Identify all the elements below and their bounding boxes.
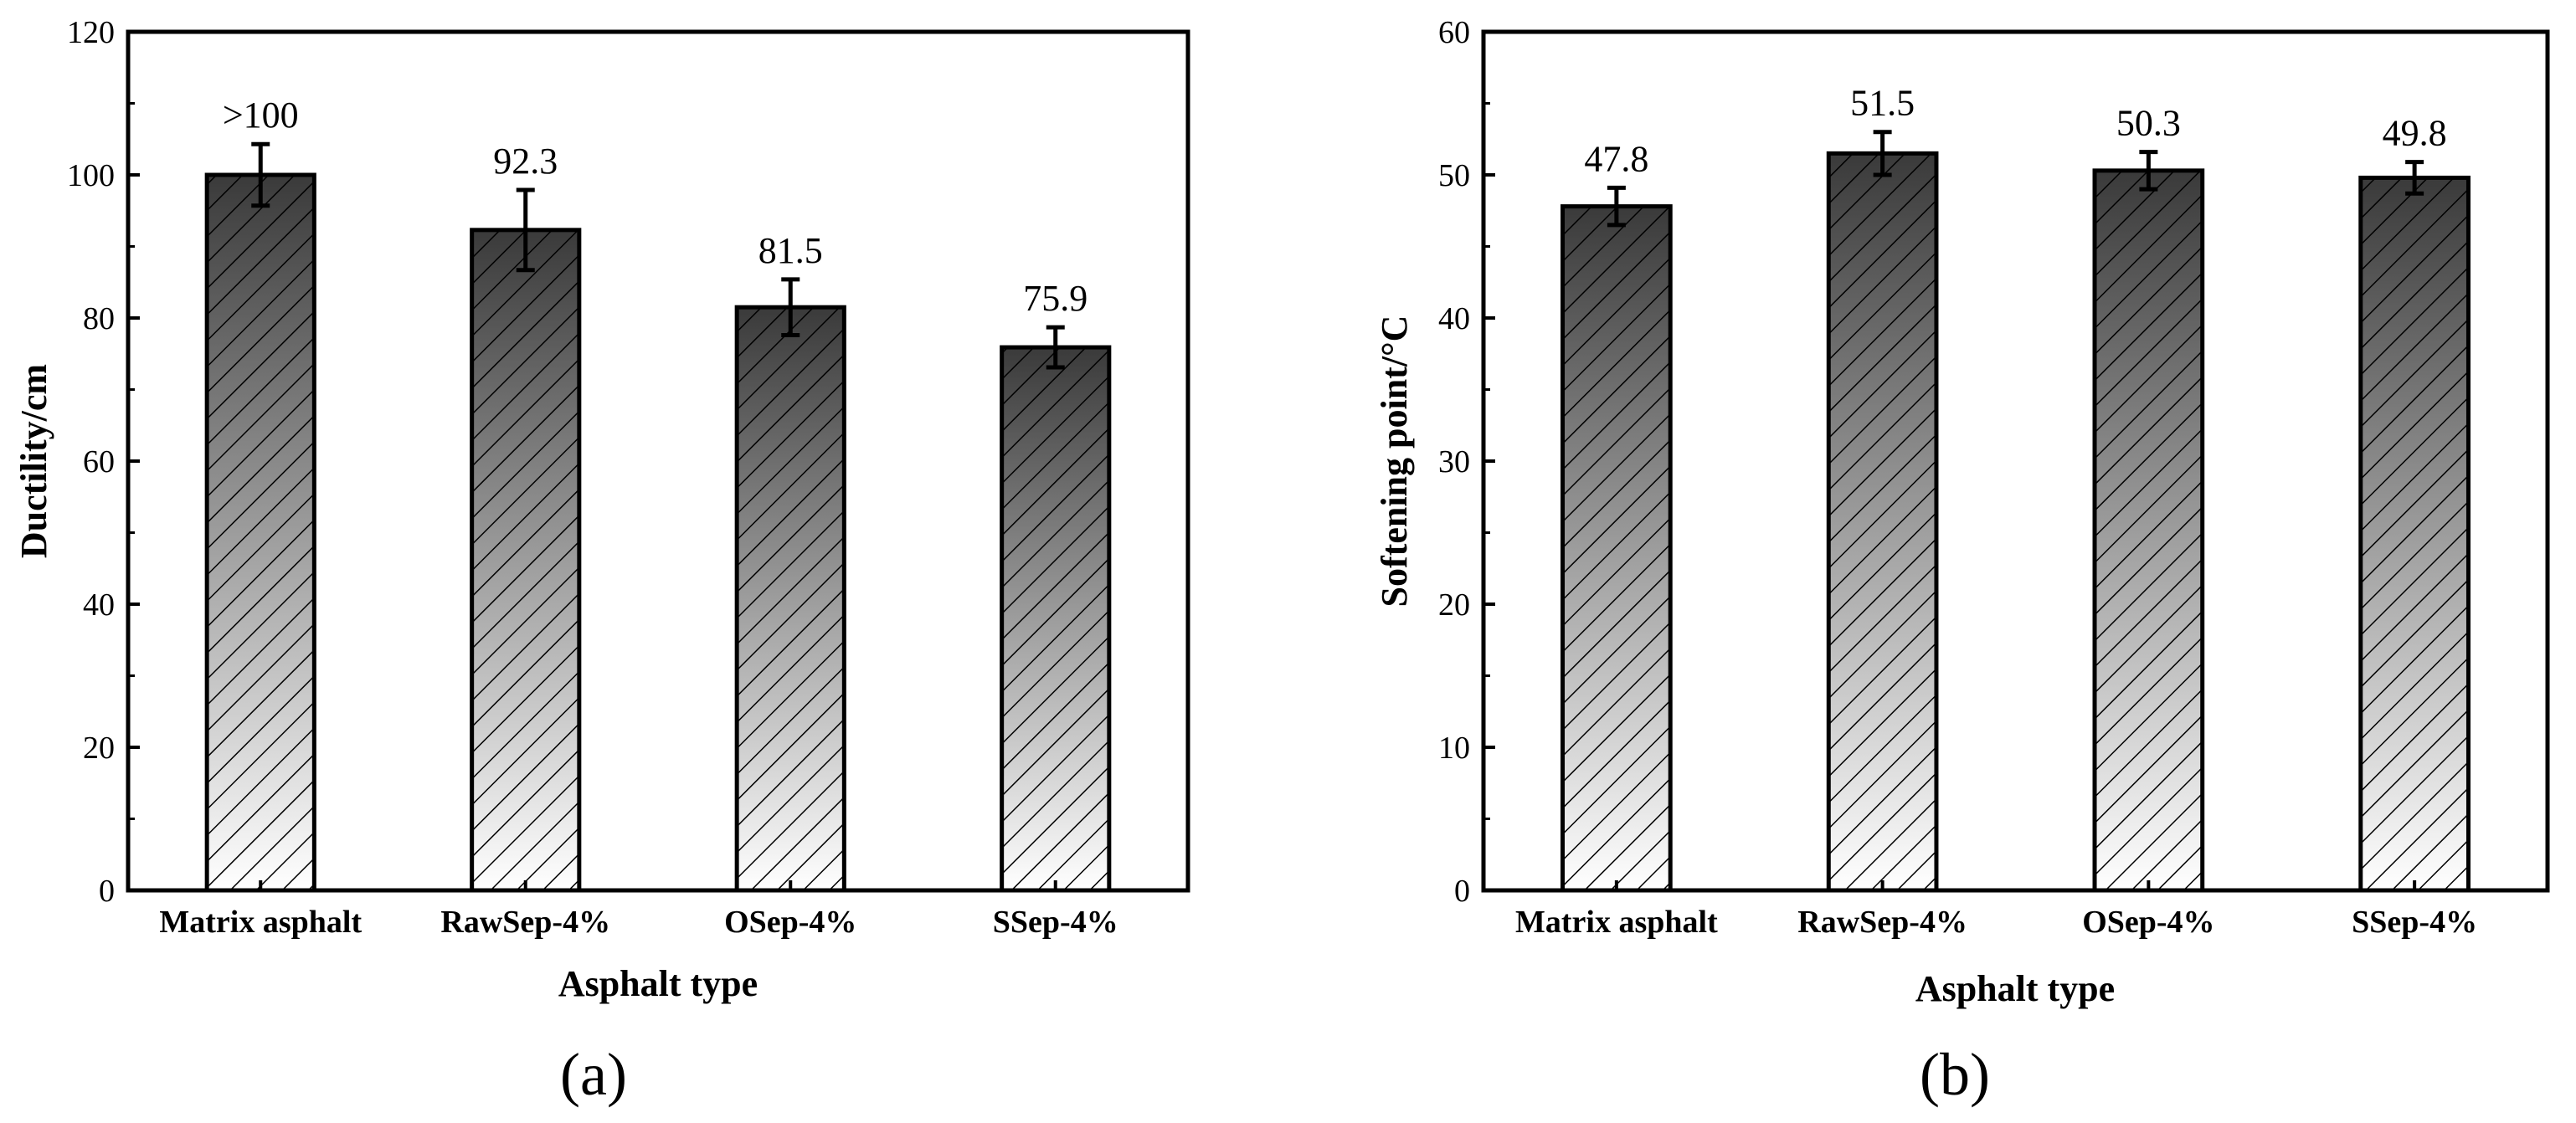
y-tick-label: 50	[1438, 158, 1470, 193]
value-label-osep-4: 81.5	[758, 230, 823, 271]
bar-osep-4	[2092, 168, 2205, 893]
bar-outline	[1561, 204, 1673, 893]
x-axis-title: Asphalt type	[1915, 968, 2115, 1009]
bar-outline	[1000, 345, 1112, 893]
error-bar-ssep-4	[1046, 325, 1065, 370]
bar-outline	[204, 172, 316, 893]
error-bar-matrix-asphalt	[251, 141, 270, 208]
plot-frame	[1481, 29, 2550, 893]
y-tick-label: 80	[83, 301, 115, 336]
bar-matrix-asphalt	[204, 172, 316, 893]
x-tick-label-matrix-asphalt: Matrix asphalt	[159, 905, 362, 940]
value-label-ssep-4: 75.9	[1023, 278, 1087, 319]
y-tick-label: 0	[99, 874, 115, 909]
bar-ssep-4	[2358, 175, 2471, 893]
y-tick-label: 40	[83, 587, 115, 623]
bar-outline	[2358, 175, 2471, 893]
plot-frame	[126, 29, 1190, 893]
y-tick-label: 0	[1454, 874, 1470, 909]
panel-label-b: (b)	[1920, 1041, 1990, 1108]
value-label-rawsep-4: 92.3	[493, 141, 558, 182]
y-axis-title: Ductility/cm	[13, 364, 54, 558]
y-tick-label: 10	[1438, 731, 1470, 766]
x-tick-label-osep-4: OSep-4%	[2082, 905, 2214, 940]
x-axis-title: Asphalt type	[558, 963, 758, 1004]
y-tick-label: 40	[1438, 301, 1470, 336]
error-bar-matrix-asphalt	[1607, 185, 1626, 228]
bar-outline	[734, 305, 846, 893]
y-axis-title: Softening point/°C	[1374, 315, 1415, 608]
error-bar-rawsep-4	[1873, 130, 1892, 177]
bar-outline	[1826, 151, 1939, 893]
value-label-ssep-4: 49.8	[2383, 113, 2447, 154]
bar-outline	[470, 228, 582, 893]
x-tick-label-ssep-4: SSep-4%	[2352, 905, 2477, 940]
y-tick-label: 60	[83, 444, 115, 479]
x-tick-label-osep-4: OSep-4%	[724, 905, 856, 940]
y-tick-label: 20	[1438, 587, 1470, 623]
x-tick-label-matrix-asphalt: Matrix asphalt	[1515, 905, 1718, 940]
bar-matrix-asphalt	[1561, 204, 1673, 893]
value-label-osep-4: 50.3	[2116, 103, 2181, 144]
bar-rawsep-4	[470, 228, 582, 893]
x-tick-label-ssep-4: SSep-4%	[993, 905, 1118, 940]
y-tick-label: 20	[83, 731, 115, 766]
chart-panel-b: 47.8 Matrix asphalt 51.5 RawSep-4% 50.3 OSep-…	[1374, 15, 2550, 1009]
x-tick-label-rawsep-4: RawSep-4%	[1797, 905, 1967, 940]
y-tick-label: 60	[1438, 15, 1470, 50]
value-label-matrix-asphalt: >100	[223, 95, 299, 136]
bar-ssep-4	[1000, 345, 1112, 893]
error-bar-osep-4	[2139, 150, 2158, 192]
x-tick-label-rawsep-4: RawSep-4%	[440, 905, 610, 940]
y-tick-label: 120	[67, 15, 115, 50]
bar-rawsep-4	[1826, 151, 1939, 893]
error-bar-ssep-4	[2405, 160, 2424, 196]
chart-panel-a: >100 Matrix asphalt 92.3 RawSep-4% 81.5 OSep-…	[13, 15, 1190, 1004]
error-bar-rawsep-4	[516, 187, 535, 273]
value-label-rawsep-4: 51.5	[1850, 83, 1915, 124]
y-tick-label: 100	[67, 158, 115, 193]
bar-osep-4	[734, 305, 846, 893]
y-tick-label: 30	[1438, 444, 1470, 479]
error-bar-osep-4	[781, 277, 800, 338]
panel-label-a: (a)	[560, 1041, 627, 1108]
bar-outline	[2092, 168, 2205, 893]
value-label-matrix-asphalt: 47.8	[1584, 138, 1648, 179]
